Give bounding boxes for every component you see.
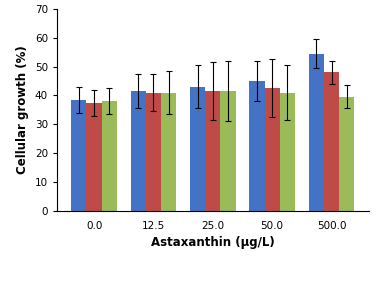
Bar (339, 97, 355, 211)
Bar (102, 101, 117, 211)
Bar (249, 81, 264, 211)
Bar (71, 100, 86, 211)
Bar (280, 93, 295, 211)
Bar (205, 91, 220, 211)
Bar (264, 88, 280, 211)
Bar (190, 87, 205, 211)
X-axis label: Astaxanthin (μg/L): Astaxanthin (μg/L) (151, 236, 275, 249)
Bar (324, 72, 339, 211)
Bar (131, 91, 146, 211)
Bar (86, 103, 102, 211)
Bar (220, 91, 236, 211)
Y-axis label: Cellular growth (%): Cellular growth (%) (16, 45, 29, 174)
Bar (161, 93, 176, 211)
Bar (146, 93, 161, 211)
Bar (309, 54, 324, 211)
